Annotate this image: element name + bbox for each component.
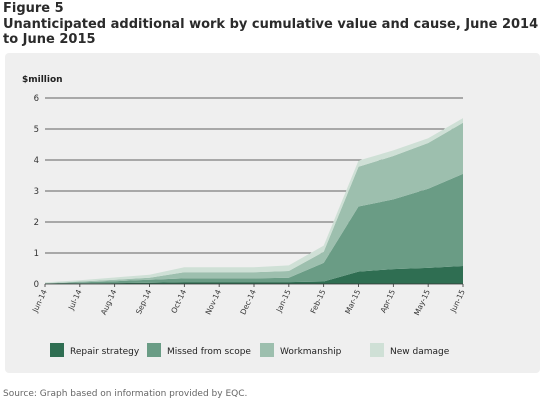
x-tick-label: Jun-14 (30, 288, 49, 315)
legend-label: Repair strategy (70, 347, 140, 357)
y-tick-label: 0 (34, 280, 39, 290)
y-tick-label: 1 (34, 249, 39, 259)
x-tick-label: Apr-15 (379, 288, 398, 314)
x-tick-label: Oct-14 (169, 288, 188, 315)
legend-swatch (147, 343, 161, 357)
x-tick-label: Dec-14 (238, 288, 258, 316)
chart-svg: $million 0 1 2 3 4 5 6 Jun-14 Jul-14 Aug-14 Sep-1… (22, 75, 467, 357)
x-tick-label: Jul-14 (66, 288, 84, 312)
area-series (45, 118, 463, 284)
legend-swatch (260, 343, 274, 357)
y-tick-label: 6 (34, 94, 39, 104)
x-tick-label: May-15 (412, 288, 432, 317)
legend-label: Missed from scope (167, 347, 251, 357)
figure-label: Figure 5 (3, 1, 64, 16)
y-tick-labels: 0 1 2 3 4 5 6 (34, 94, 39, 290)
x-tick-label: Nov-14 (204, 288, 224, 316)
legend: Repair strategy Missed from scope Workmans… (50, 343, 450, 357)
source-note: Source: Graph based on information provi… (3, 389, 248, 399)
chart-panel: $million 0 1 2 3 4 5 6 Jun-14 Jul-14 Aug-14 Sep-1… (5, 53, 540, 373)
legend-label: Workmanship (280, 347, 342, 357)
area-repair-strategy (45, 266, 463, 284)
legend-swatch (370, 343, 384, 357)
x-tick-labels: Jun-14 Jul-14 Aug-14 Sep-14 Oct-14 Nov-14 Dec-… (30, 288, 467, 317)
y-tick-label: 3 (34, 187, 39, 197)
x-tick-label: Jan-15 (274, 288, 293, 314)
chart-title: Unanticipated additional work by cumulat… (3, 17, 539, 47)
y-tick-label: 4 (34, 156, 39, 166)
x-tick-label: Sep-14 (134, 288, 153, 316)
legend-swatch (50, 343, 64, 357)
x-tick-label: Mar-15 (343, 288, 362, 316)
y-tick-label: 5 (34, 125, 39, 135)
x-tick-label: Feb-15 (309, 288, 328, 315)
y-tick-label: 2 (34, 218, 39, 228)
x-tick-label: Aug-14 (99, 288, 119, 316)
legend-label: New damage (390, 347, 450, 357)
axes (44, 283, 464, 287)
y-axis-label: $million (22, 75, 63, 85)
x-tick-label: Jun-15 (448, 288, 467, 315)
area-missed-from-scope (45, 173, 463, 284)
